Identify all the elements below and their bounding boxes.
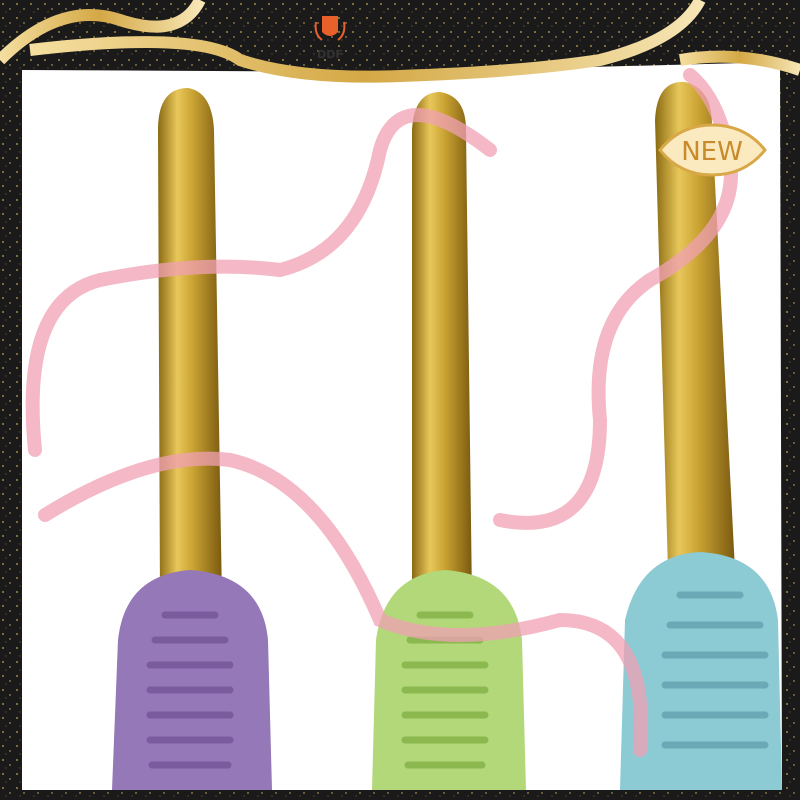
new-badge: NEW: [658, 123, 767, 177]
hook-green: [372, 92, 526, 790]
gold-ribbons: [0, 0, 800, 83]
badge-text: NEW: [681, 137, 743, 167]
logo: DDF: [314, 16, 346, 61]
logo-text: DDF: [317, 48, 343, 61]
hook-purple: [112, 88, 272, 790]
hook-blue: [620, 81, 782, 790]
